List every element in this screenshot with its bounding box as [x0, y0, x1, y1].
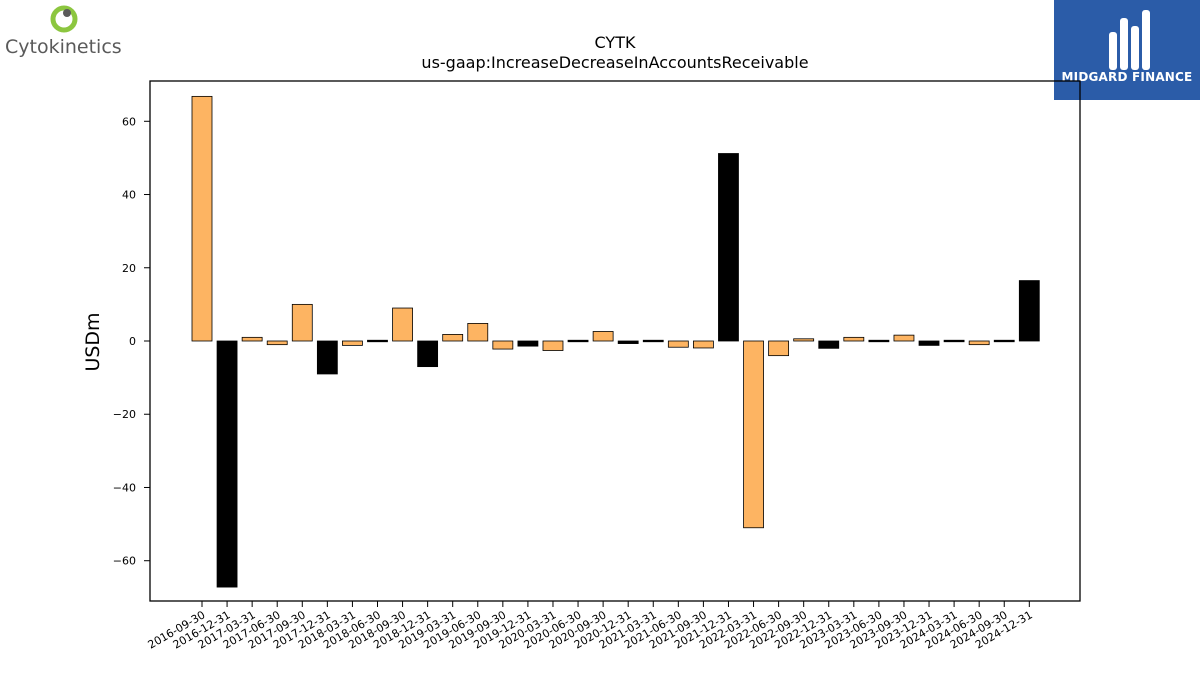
cytokinetics-logo: Cytokinetics [0, 0, 130, 62]
cytokinetics-dot-icon [63, 9, 71, 17]
bar-2021-09-30 [693, 340, 714, 349]
midgard-finance-logo: MIDGARD FINANCE [1054, 0, 1200, 100]
plot-frame [149, 80, 1081, 602]
bar-2019-06-30 [467, 323, 489, 342]
bar-2017-06-30 [266, 340, 288, 346]
bar-2022-06-30 [768, 340, 790, 357]
bar-2022-12-31 [818, 340, 840, 349]
bars-group [191, 95, 1040, 588]
bar-2018-09-30 [392, 307, 413, 342]
chart-subtitle: us-gaap:IncreaseDecreaseInAccountsReceiv… [421, 53, 808, 72]
bar-2024-03-31 [943, 339, 965, 343]
bar-2018-12-31 [417, 340, 439, 368]
bar-2019-09-30 [492, 340, 514, 350]
y-axis: −60 −40 −20 0 20 40 60 [113, 115, 150, 568]
bar-2020-09-30 [592, 331, 614, 342]
bar-2016-09-30 [191, 95, 213, 342]
bar-2017-12-31 [316, 340, 338, 375]
chart-title: CYTK [595, 33, 636, 52]
y-tick-label: 40 [122, 189, 136, 202]
bar-2021-03-31 [642, 339, 664, 343]
y-tick-label: 20 [122, 262, 136, 275]
y-tick-label: −20 [113, 408, 136, 421]
bar-2019-12-31 [517, 340, 539, 347]
bar-2016-12-31 [216, 340, 238, 588]
y-tick-label: 0 [129, 335, 136, 348]
midgard-finance-text: MIDGARD FINANCE [1061, 70, 1193, 84]
bar-2021-06-30 [667, 340, 689, 348]
bar-2020-06-30 [567, 339, 589, 343]
bar-2023-03-31 [843, 336, 865, 342]
bar-2024-12-31 [1018, 280, 1040, 342]
bar-2021-12-31 [718, 153, 739, 342]
y-tick-label: −60 [113, 555, 136, 568]
bar-2018-06-30 [367, 339, 388, 343]
bar-2024-09-30 [993, 339, 1015, 343]
bar-2022-03-31 [743, 340, 764, 529]
cytokinetics-ring-icon [50, 5, 78, 33]
bar-2023-09-30 [893, 334, 915, 342]
x-axis: 2016-09-302016-12-312017-03-312017-06-30… [146, 601, 1035, 652]
y-tick-label: 60 [122, 115, 136, 128]
bar-2020-03-31 [542, 340, 564, 351]
midgard-monogram-icon [1109, 10, 1150, 70]
bar-2019-03-31 [442, 334, 464, 342]
bar-2022-09-30 [793, 338, 815, 342]
bar-2023-06-30 [868, 339, 890, 343]
y-tick-label: −40 [113, 481, 136, 494]
bar-2017-03-31 [241, 336, 263, 342]
y-axis-label: USDm [82, 312, 104, 371]
bar-2020-12-31 [617, 340, 639, 344]
bar-2023-12-31 [918, 340, 940, 346]
bar-2024-06-30 [968, 340, 990, 346]
bar-2018-03-31 [342, 340, 363, 346]
bar-2017-09-30 [291, 303, 313, 342]
cytokinetics-logo-text: Cytokinetics [5, 36, 122, 58]
